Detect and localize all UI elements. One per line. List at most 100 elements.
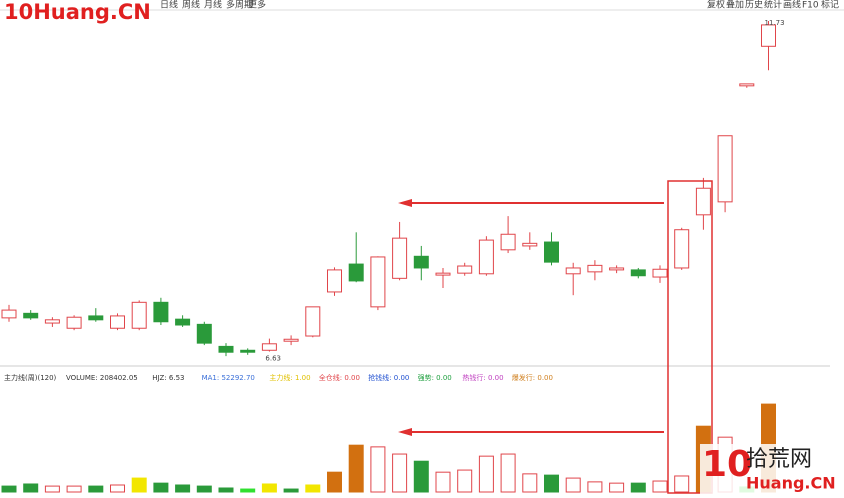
volume-pane: 主力线(周)(120) VOLUME: 208402.05 HJZ: 6.53 MA1… — [1, 373, 776, 493]
candle-body — [413, 255, 429, 269]
candle-body — [370, 256, 386, 308]
candle-body — [500, 233, 516, 251]
candle-body — [110, 315, 125, 329]
logo: 10 拾荒网 Huang.CN — [700, 444, 844, 498]
candle-body — [630, 269, 646, 277]
candle-body — [327, 269, 342, 293]
volume-bar — [66, 485, 82, 493]
volume-bar — [283, 488, 299, 493]
volume-bar — [305, 484, 321, 493]
candle-body — [457, 265, 473, 274]
candle-body — [717, 135, 733, 203]
candle-body — [348, 263, 364, 282]
candle-body — [544, 241, 559, 263]
candle-body — [175, 318, 191, 326]
candle-body — [153, 301, 169, 323]
candle-body — [652, 268, 668, 278]
high-label: 11.73 — [765, 19, 785, 27]
volume-bar — [435, 471, 451, 493]
indicator-legend: HJZ: 6.53 — [152, 374, 184, 382]
volume-bar — [609, 482, 625, 493]
price-pane: 11.73 6.63 — [1, 19, 785, 363]
volume-bar — [478, 455, 494, 493]
candle-body — [522, 242, 538, 247]
toolbar-item: 历史 — [745, 0, 763, 11]
volume-bar — [218, 487, 234, 493]
candle-body — [305, 306, 321, 337]
indicator-legend: 强势: 0.00 — [418, 373, 452, 382]
volume-bar — [153, 482, 169, 493]
logo-site: Huang.CN — [746, 474, 836, 493]
logo-number: 10 — [702, 444, 752, 485]
volume-bar — [88, 485, 104, 493]
candle-body — [565, 267, 581, 275]
volume-bar — [544, 474, 559, 493]
candle-body — [218, 345, 234, 353]
volume-bar — [457, 469, 473, 493]
volume-bar — [131, 477, 147, 493]
candle-body — [587, 264, 603, 273]
indicator-legend: 全仓线: 0.00 — [319, 373, 360, 382]
indicator-legend: 主力线: 1.00 — [269, 373, 310, 382]
watermark: 10Huang.CN — [4, 0, 151, 24]
candle-body — [739, 83, 755, 87]
low-label: 6.63 — [265, 355, 281, 363]
candle-body — [761, 24, 776, 47]
volume-bar — [413, 460, 429, 493]
candle-body — [609, 267, 625, 271]
volume-bar — [565, 477, 581, 493]
volume-bar — [240, 488, 256, 493]
toolbar-item: 多周期 — [226, 0, 253, 11]
volume-bar — [652, 480, 668, 493]
indicator-title: 主力线(周)(120) — [4, 373, 57, 382]
toolbar-item: 标记 — [821, 0, 839, 11]
toolbar-item: 日线 — [160, 0, 178, 11]
volume-bar — [370, 446, 386, 493]
candle-body — [695, 187, 711, 216]
arrow-head — [398, 428, 412, 436]
candle-body — [674, 229, 690, 269]
candle-body — [23, 312, 39, 319]
logo-bg — [700, 444, 844, 498]
volume-bar — [44, 485, 60, 493]
volume-bar — [392, 453, 408, 493]
volume-bar — [175, 484, 191, 493]
highlight-box — [667, 180, 713, 494]
indicator-legend: 抢钱线: 0.00 — [368, 373, 409, 382]
volume-bar — [348, 444, 364, 493]
indicator-legend: 热钱行: 0.00 — [462, 373, 503, 382]
candle-body — [88, 315, 104, 321]
candle-body — [66, 316, 82, 329]
candle-body — [131, 301, 147, 329]
volume-bar — [630, 482, 646, 493]
volume-bar — [327, 471, 342, 493]
candle-body — [196, 323, 212, 344]
volume-bar — [1, 485, 17, 493]
toolbar-item: 叠加 — [726, 0, 744, 11]
arrow-head — [398, 199, 412, 207]
volume-bar — [196, 485, 212, 493]
indicator-legend: VOLUME: 208402.05 — [66, 374, 138, 382]
candle-body — [283, 338, 299, 342]
candle-body — [44, 319, 60, 324]
candle-body — [1, 309, 17, 319]
candle-body — [261, 343, 277, 351]
candle-body — [240, 349, 256, 353]
volume-bar — [587, 481, 603, 493]
toolbar-item: 周线 — [182, 0, 200, 11]
volume-bar — [110, 484, 125, 493]
volume-bar — [522, 473, 538, 493]
toolbar-item: 月线 — [204, 0, 222, 11]
toolbar-item: 更多 — [248, 0, 266, 11]
volume-bar — [674, 475, 690, 493]
candle-body — [435, 272, 451, 276]
indicator-legend: MA1: 52292.70 — [202, 374, 255, 382]
toolbar-right: 复权 叠加 历史 统计 画线 F10 标记 — [707, 0, 839, 11]
candle-body — [478, 239, 494, 275]
volume-bar — [500, 453, 516, 493]
toolbar-item: 画线 — [783, 0, 801, 11]
toolbar-item: 统计 — [764, 0, 782, 11]
